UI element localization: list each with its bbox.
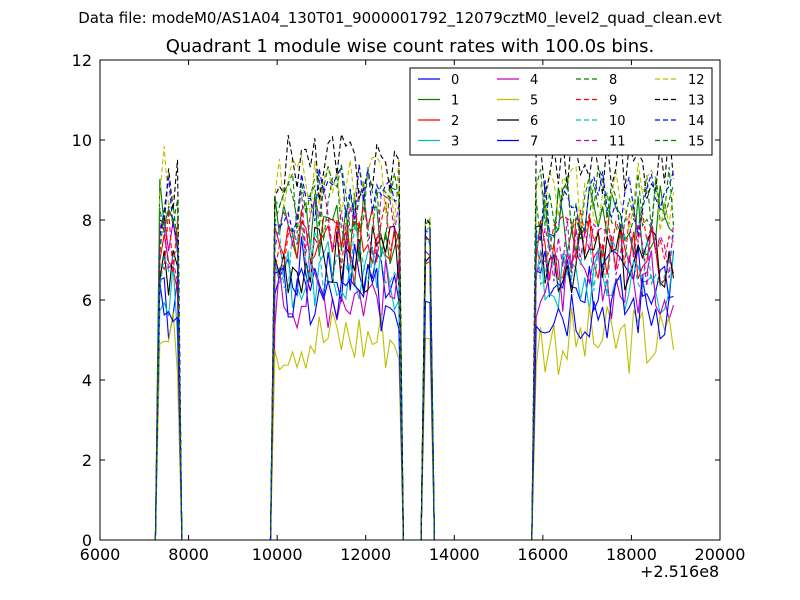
legend-label-12: 12	[688, 73, 705, 88]
x-tick-label: 6000	[80, 545, 121, 564]
legend-label-5: 5	[530, 94, 538, 109]
y-tick-label: 2	[82, 451, 92, 470]
series-line-15	[154, 164, 675, 541]
series-layer	[154, 130, 675, 541]
axis-layer: 6000 8000 10000 12000 14000 16000 18000 20000 0 2…	[72, 51, 746, 564]
legend-label-15: 15	[688, 135, 705, 150]
chart-title: Quadrant 1 module wise count rates with …	[165, 36, 655, 57]
legend-label-1: 1	[451, 94, 459, 109]
series-line-8	[154, 174, 675, 541]
legend-label-6: 6	[530, 114, 538, 129]
x-tick-label: 20000	[695, 545, 746, 564]
legend-label-14: 14	[688, 114, 705, 129]
series-line-12	[154, 146, 675, 541]
legend-label-11: 11	[609, 135, 626, 150]
x-tick-label: 14000	[429, 545, 480, 564]
y-tick-label: 4	[82, 371, 92, 390]
series-line-1	[154, 179, 674, 541]
series-line-14	[154, 163, 675, 541]
series-line-2	[154, 216, 675, 541]
y-tick-label: 12	[72, 51, 92, 70]
x-tick-label: 16000	[517, 545, 568, 564]
legend-label-2: 2	[451, 114, 459, 129]
x-offset-label: +2.516e8	[640, 562, 720, 581]
legend-label-3: 3	[451, 135, 459, 150]
y-tick-label: 10	[72, 131, 92, 150]
legend-box	[409, 67, 713, 156]
x-tick-label: 8000	[168, 545, 209, 564]
y-tick-label: 8	[82, 211, 92, 230]
series-line-0	[154, 234, 675, 541]
legend-label-13: 13	[688, 94, 705, 109]
figure-suptitle: Data file: modeM0/AS1A04_130T01_90000017…	[78, 9, 722, 27]
series-line-5	[154, 305, 675, 541]
x-tick-label: 18000	[606, 545, 657, 564]
series-line-9	[154, 201, 674, 541]
legend-label-0: 0	[451, 73, 459, 88]
x-tick-label: 12000	[340, 545, 391, 564]
legend-label-9: 9	[609, 94, 617, 109]
legend-label-7: 7	[530, 135, 538, 150]
y-tick-label: 6	[82, 291, 92, 310]
series-line-11	[154, 185, 675, 541]
legend-label-10: 10	[609, 114, 626, 129]
legend-label-8: 8	[609, 73, 617, 88]
legend-label-4: 4	[530, 73, 538, 88]
x-tick-label: 10000	[252, 545, 303, 564]
series-line-4	[154, 216, 675, 541]
y-tick-label: 0	[82, 531, 92, 550]
